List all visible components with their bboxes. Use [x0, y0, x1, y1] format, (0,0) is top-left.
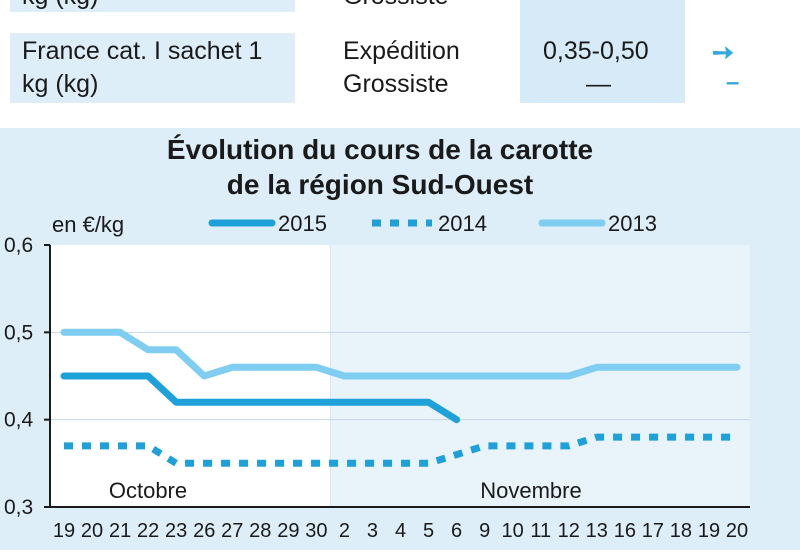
- y-tick-label: 0,4: [4, 409, 34, 432]
- legend-label-2015: 2015: [278, 211, 327, 236]
- x-tick-label: 26: [193, 520, 215, 542]
- x-tick-label: 10: [502, 520, 524, 542]
- y-axis-label: en €/kg: [52, 212, 124, 237]
- chart-title-line2: de la région Sud-Ouest: [227, 169, 533, 200]
- product-name-line2: kg (kg): [22, 70, 99, 98]
- x-tick-label: 11: [530, 520, 551, 542]
- x-tick-label: 13: [586, 520, 608, 542]
- y-tick-label: 0,5: [4, 321, 33, 344]
- product-name-line1: France cat. I sachet 1: [22, 37, 263, 65]
- x-tick-label: 9: [479, 520, 490, 542]
- stage-expedition: Expédition: [343, 37, 460, 65]
- x-tick-label: 27: [221, 520, 243, 542]
- x-tick-label: 20: [726, 520, 748, 542]
- x-tick-label: 19: [53, 520, 75, 542]
- y-tick-label: 0,6: [4, 234, 33, 257]
- x-tick-label: 3: [367, 520, 378, 542]
- month-label-october: Octobre: [109, 478, 187, 503]
- price-expedition: 0,35-0,50: [543, 37, 649, 65]
- x-tick-label: 6: [451, 520, 462, 542]
- x-tick-label: 21: [109, 520, 131, 542]
- chart-panel: Évolution du cours de la carotte de la r…: [0, 128, 800, 550]
- legend-label-2014: 2014: [438, 211, 487, 236]
- x-tick-label: 12: [558, 520, 580, 542]
- x-tick-label: 16: [614, 520, 636, 542]
- chart-title-line1: Évolution du cours de la carotte: [167, 134, 593, 165]
- x-tick-label: 5: [423, 520, 434, 542]
- x-tick-label: 29: [277, 520, 299, 542]
- table-row: France cat. I sachet 1 kg (kg) Expéditio…: [0, 0, 800, 103]
- stage-grossiste: Grossiste: [343, 70, 449, 98]
- x-tick-label: 18: [670, 520, 692, 542]
- price-grossiste: —: [586, 70, 611, 98]
- x-tick-label: 2: [339, 520, 350, 542]
- series-line-2015: [60, 372, 461, 424]
- y-tick-label: 0,3: [4, 496, 33, 519]
- x-tick-label: 20: [81, 520, 103, 542]
- trend-dash-icon: –: [726, 69, 740, 96]
- price-chart: Évolution du cours de la carotte de la r…: [4, 134, 750, 542]
- x-tick-label: 19: [698, 520, 720, 542]
- price-cell-shade: [520, 0, 685, 103]
- x-tick-label: 28: [249, 520, 271, 542]
- x-tick-label: 22: [137, 520, 159, 542]
- x-tick-label: 4: [395, 520, 406, 542]
- plot-area: 0,60,50,40,319 20 21 22 23 26 27 28 29 30 2 3 4 5 6 9 10…: [4, 234, 750, 542]
- product-cell-shade: [10, 33, 295, 103]
- product-cell-top: kg (kg): [22, 0, 98, 12]
- product-cell-shade-top: [10, 0, 295, 12]
- trend-arrow-icon: ➙: [712, 37, 734, 67]
- x-tick-label: 23: [165, 520, 187, 542]
- series-line-2013: [60, 328, 741, 380]
- stage-cell-top: Grossiste: [343, 0, 449, 12]
- chart-legend: 2015 2014 2013: [208, 211, 657, 236]
- x-tick-label: 17: [642, 520, 664, 542]
- x-tick-label: 30: [305, 520, 327, 542]
- month-label-november: Novembre: [480, 478, 581, 503]
- legend-label-2013: 2013: [608, 211, 657, 236]
